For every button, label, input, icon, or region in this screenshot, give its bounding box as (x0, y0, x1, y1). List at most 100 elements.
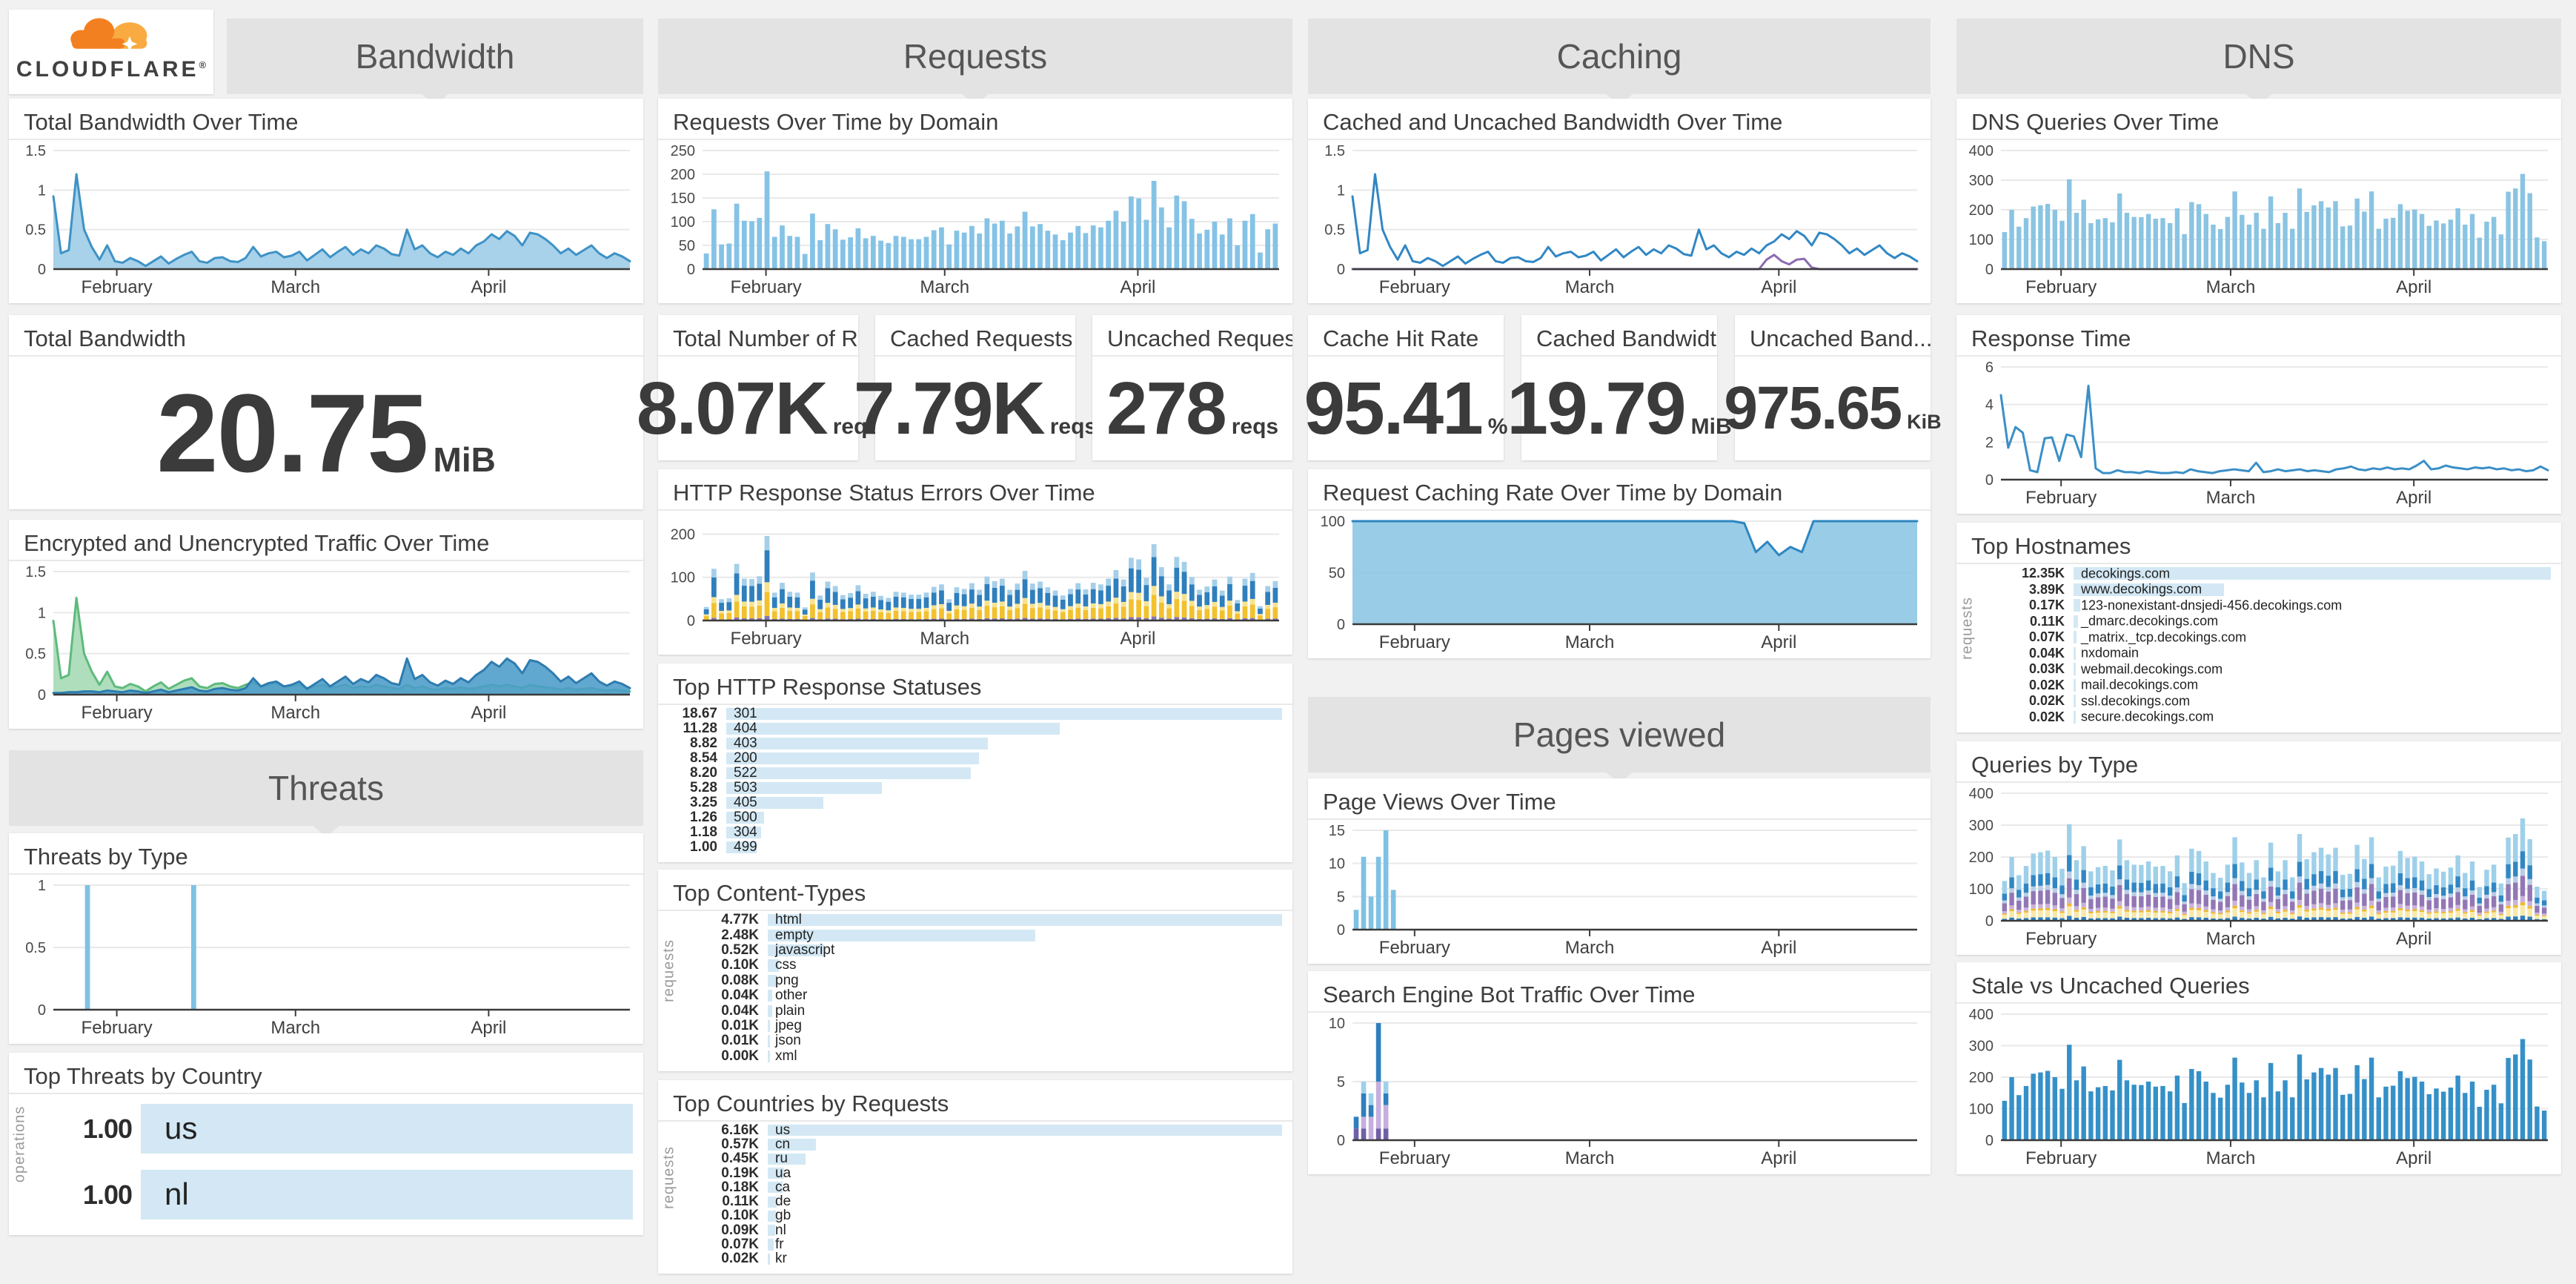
list-item[interactable]: 0.19K ua (692, 1165, 1282, 1181)
card-title: Search Engine Bot Traffic Over Time (1308, 971, 1931, 1013)
list-item[interactable]: 8.54 200 (668, 750, 1282, 766)
list-item[interactable]: 1.00 499 (668, 839, 1282, 855)
list-item[interactable]: 0.18K ca (692, 1179, 1282, 1195)
item-value: 0.17K (2028, 598, 2065, 613)
list-item[interactable]: 0.03K webmail.decokings.com (1991, 661, 2551, 677)
list-item[interactable]: 3.89K www.decokings.com (1991, 581, 2551, 598)
bar-fill (768, 1050, 770, 1062)
svg-text:0: 0 (687, 613, 695, 629)
list-item[interactable]: 0.10K gb (692, 1208, 1282, 1224)
svg-text:1: 1 (1337, 182, 1345, 199)
list-item[interactable]: 0.11K de (692, 1194, 1282, 1209)
svg-text:300: 300 (1969, 818, 1994, 834)
list-item[interactable]: 1.00 nl (43, 1162, 633, 1227)
item-bar: 301 (726, 706, 1282, 721)
svg-text:100: 100 (1969, 881, 1994, 898)
svg-text:April: April (2396, 488, 2431, 508)
list-item[interactable]: 0.01K json (692, 1033, 1282, 1049)
item-value: 0.10K (721, 957, 759, 973)
bar-fill (726, 738, 988, 749)
list-item[interactable]: 8.20 522 (668, 765, 1282, 781)
bar-fill (768, 1019, 770, 1033)
svg-text:April: April (471, 277, 506, 297)
item-label: gb (775, 1208, 791, 1224)
list-item[interactable]: 4.77K html (692, 912, 1282, 928)
svg-text:1.5: 1.5 (25, 564, 46, 580)
item-value: 0.02K (2028, 677, 2065, 692)
list-item[interactable]: 0.09K nl (692, 1222, 1282, 1238)
list-item[interactable]: 12.35K decokings.com (1991, 566, 2551, 581)
card-requests-over-time: Requests Over Time by Domain 0 50 100 150 20… (658, 99, 1292, 303)
list-item[interactable]: 2.48K empty (692, 927, 1282, 943)
cloudflare-cloud-icon (70, 18, 147, 52)
list-item[interactable]: 0.00K xml (692, 1048, 1282, 1064)
item-label: xml (775, 1048, 797, 1064)
bar-fill (768, 959, 779, 972)
list-item[interactable]: 0.57K cn (692, 1136, 1282, 1152)
list-item[interactable]: 0.11K _dmarc.decokings.com (1991, 614, 2551, 629)
svg-text:March: March (270, 1018, 320, 1038)
item-bar: 499 (726, 839, 1282, 855)
item-label: www.decokings.com (2081, 581, 2202, 597)
svg-text:400: 400 (1969, 786, 1994, 802)
item-label: us (775, 1122, 791, 1138)
list-item[interactable]: 11.28 404 (668, 721, 1282, 736)
list-item[interactable]: 0.17K 123-nonexistant-dnsjedi-456.decokin… (1991, 598, 2551, 613)
bar-fill (726, 708, 1282, 720)
list-item[interactable]: 1.00 us (43, 1096, 633, 1161)
item-bar: nxdomain (2074, 646, 2551, 661)
svg-text:0: 0 (1985, 472, 1994, 489)
item-value: 0.01K (721, 1033, 759, 1049)
card-title: Encrypted and Unencrypted Traffic Over T… (9, 520, 643, 561)
list-item[interactable]: 18.67 301 (668, 706, 1282, 721)
list-item[interactable]: 0.04K plain (692, 1002, 1282, 1019)
svg-text:February: February (82, 1018, 153, 1038)
list-item[interactable]: 6.16K us (692, 1122, 1282, 1138)
bar-fill (768, 944, 825, 957)
item-bar: us (141, 1103, 633, 1154)
search-bots-stacked-chart: 0 5 10 February March April (1312, 1013, 1925, 1170)
list-item[interactable]: 0.45K ru (692, 1151, 1282, 1166)
svg-text:March: March (2206, 277, 2256, 297)
top-statuses-list: 18.67 301 11.28 404 8.82 403 8.54 200 8.20 522 5.2… (668, 706, 1282, 855)
card-title: Cached Bandwidth (1521, 315, 1717, 357)
list-item[interactable]: 0.04K nxdomain (1991, 646, 2551, 661)
item-value: 3.89K (2028, 581, 2065, 597)
card-dns-queries: DNS Queries Over Time 0 100 200 300 400 Febru… (1956, 99, 2561, 303)
item-label: html (775, 912, 802, 928)
list-item[interactable]: 0.08K png (692, 973, 1282, 988)
list-item[interactable]: 0.01K jpeg (692, 1018, 1282, 1033)
y-axis-label: operations (11, 1105, 28, 1183)
metric-value: 20.75 (156, 370, 428, 495)
svg-text:April: April (1761, 632, 1796, 652)
item-bar: xml (768, 1048, 1282, 1064)
list-item[interactable]: 0.02K secure.decokings.com (1991, 709, 2551, 725)
list-item[interactable]: 1.26 500 (668, 810, 1282, 825)
item-value: 0.04K (721, 1002, 759, 1019)
card-stat-uncached-bandwidth: Uncached Band... 975.65 KiB (1724, 315, 1942, 460)
list-item[interactable]: 0.04K other (692, 987, 1282, 1003)
bar-fill (726, 797, 824, 809)
list-item[interactable]: 5.28 503 (668, 780, 1282, 795)
item-bar: 304 (726, 824, 1282, 840)
item-value: 0.18K (721, 1179, 759, 1195)
svg-text:10: 10 (1329, 856, 1345, 873)
bar-fill (726, 812, 764, 824)
list-item[interactable]: 0.07K _matrix._tcp.decokings.com (1991, 629, 2551, 645)
list-item[interactable]: 0.10K css (692, 957, 1282, 973)
list-item[interactable]: 0.52K javascript (692, 942, 1282, 958)
list-item[interactable]: 0.07K fr (692, 1237, 1282, 1252)
svg-text:200: 200 (671, 167, 695, 183)
list-item[interactable]: 0.02K ssl.decokings.com (1991, 693, 2551, 709)
bar-fill (768, 929, 1035, 942)
item-bar: 404 (726, 721, 1282, 736)
list-item[interactable]: 3.25 405 (668, 795, 1282, 810)
list-item[interactable]: 8.82 403 (668, 735, 1282, 751)
metric-cached-requests: 7.79K reqs (854, 366, 1097, 451)
list-item[interactable]: 1.18 304 (668, 824, 1282, 840)
list-item[interactable]: 0.02K mail.decokings.com (1991, 678, 2551, 693)
list-item[interactable]: 0.02K kr (692, 1251, 1282, 1266)
item-value: 8.20 (690, 765, 717, 781)
bar-fill (768, 1253, 770, 1265)
